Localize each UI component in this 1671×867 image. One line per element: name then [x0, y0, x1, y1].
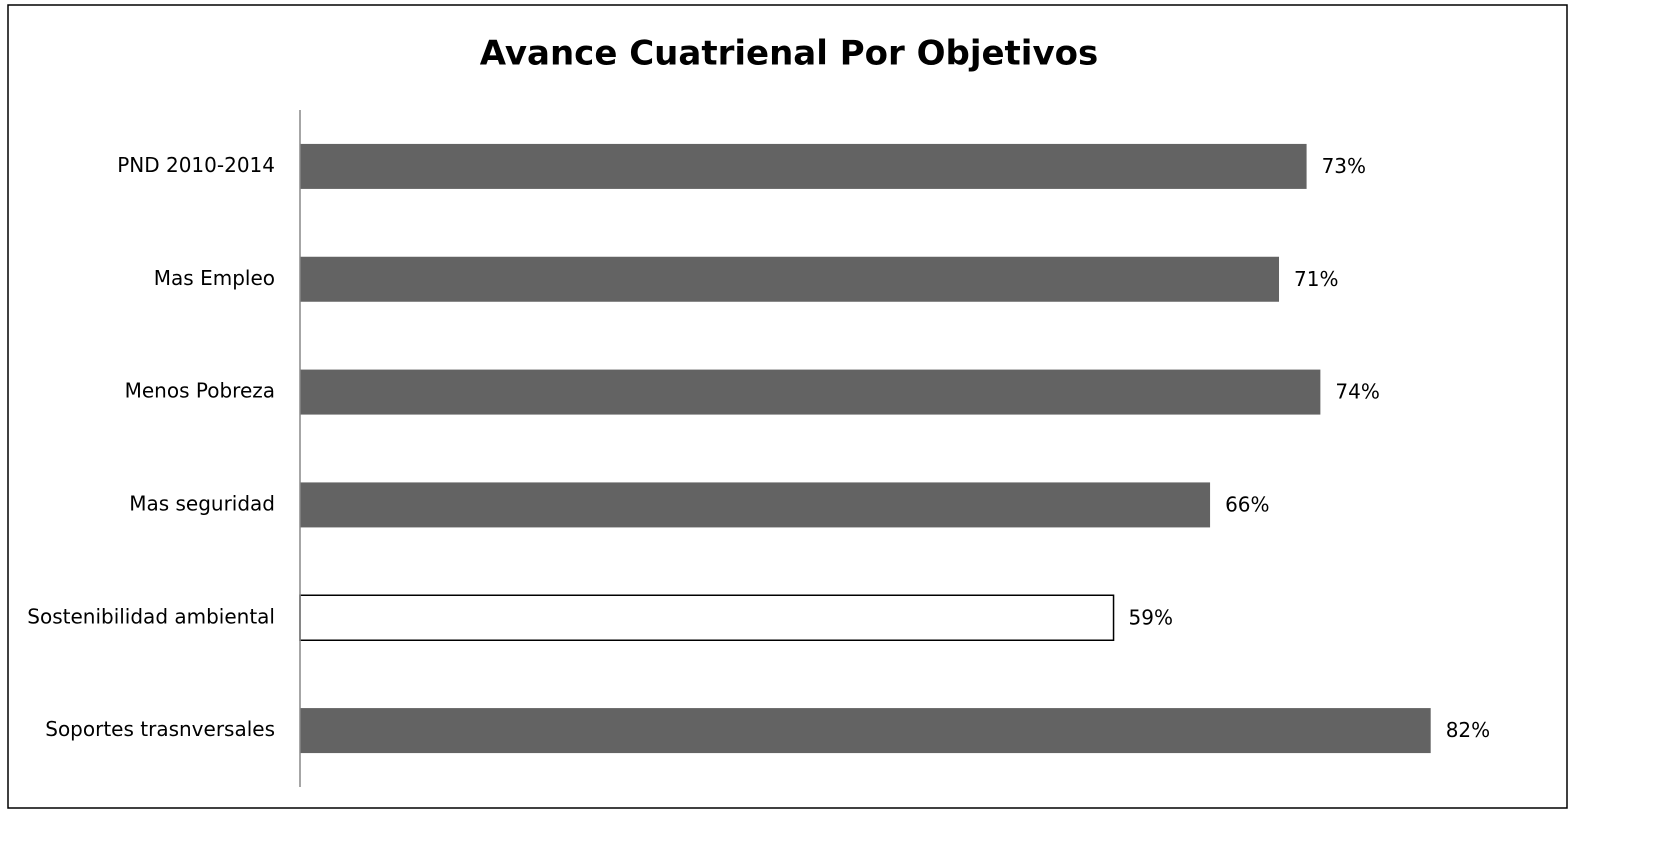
data-label: 74%	[1335, 380, 1379, 404]
data-label: 66%	[1225, 492, 1269, 516]
data-label: 73%	[1322, 154, 1366, 178]
data-label: 71%	[1294, 267, 1338, 291]
data-label: 59%	[1129, 605, 1173, 629]
bar	[300, 256, 1280, 302]
y-tick-label: Mas Empleo	[154, 266, 275, 290]
bar	[300, 482, 1211, 528]
bar	[299, 594, 1115, 641]
data-label: 82%	[1446, 718, 1490, 742]
bar	[300, 143, 1307, 189]
y-tick-label: Soportes trasnversales	[45, 717, 275, 741]
bar	[300, 708, 1431, 754]
chart-title: Avance Cuatrienal Por Objetivos	[480, 34, 1098, 74]
y-tick-label: Menos Pobreza	[125, 379, 275, 403]
bar	[300, 369, 1321, 415]
y-tick-label: Mas seguridad	[129, 491, 275, 515]
y-tick-label: PND 2010-2014	[117, 153, 275, 177]
y-tick-label: Sostenibilidad ambiental	[27, 604, 275, 628]
